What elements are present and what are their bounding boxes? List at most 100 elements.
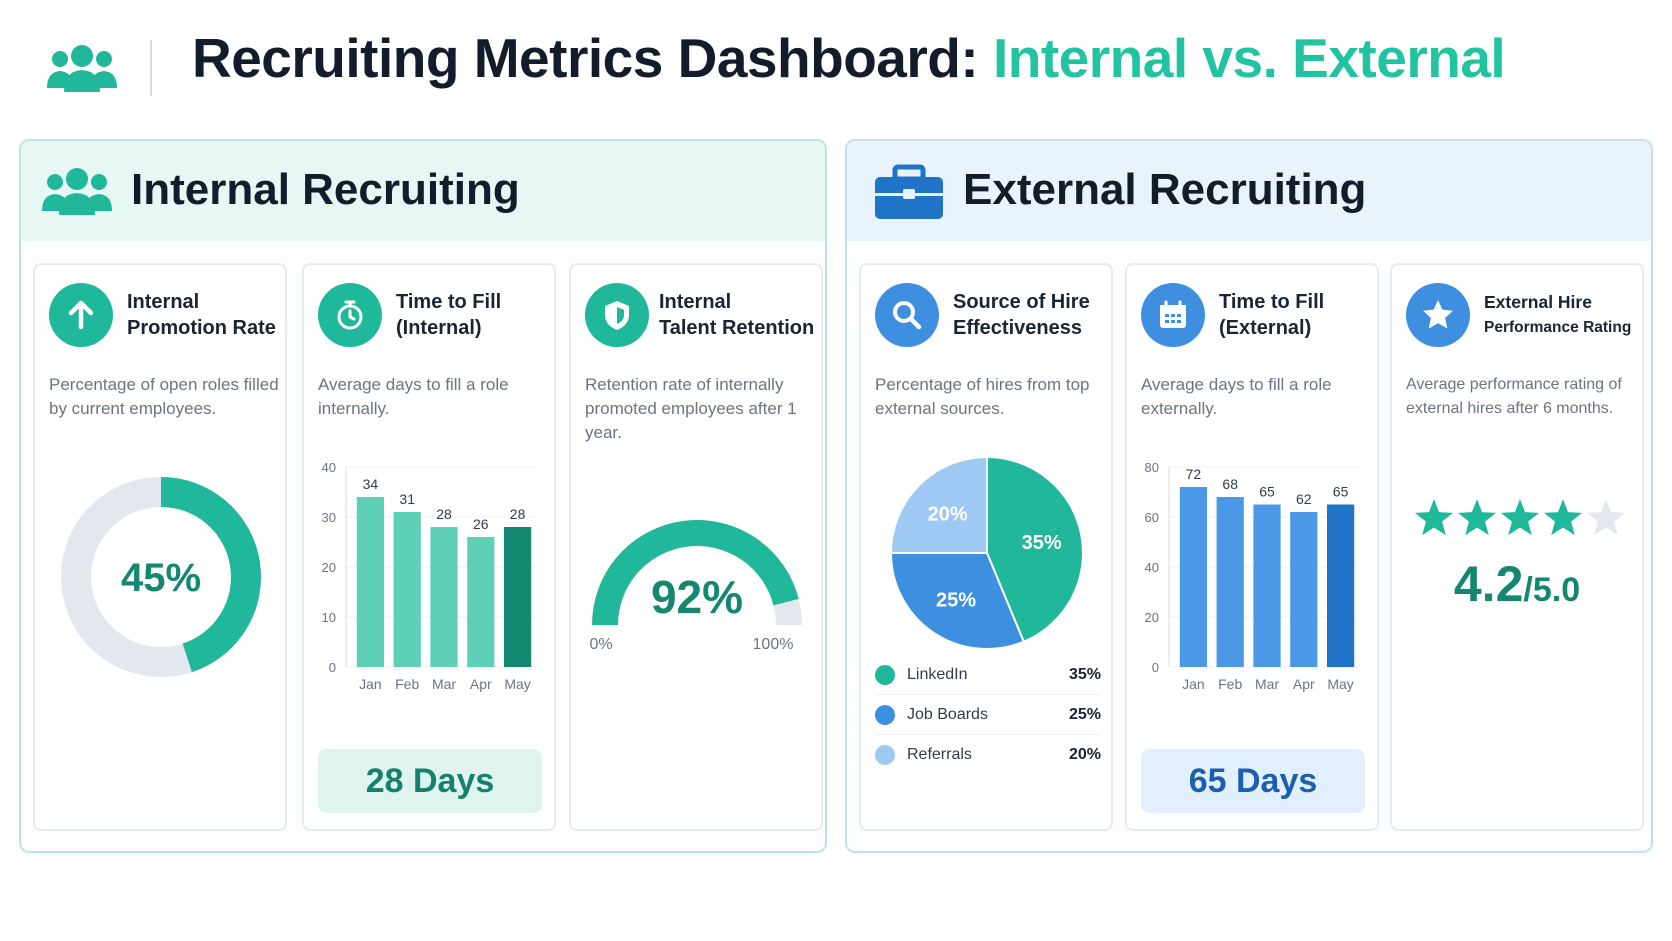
source-of-hire-pie-chart: 35% 25% 20%: [889, 455, 1084, 650]
legend-item: LinkedIn 35%: [875, 655, 1101, 695]
bar-value-label: 34: [363, 476, 379, 492]
y-tick-label: 40: [1145, 560, 1159, 575]
donut-center-label: 45%: [121, 556, 201, 600]
legend-swatch: [875, 704, 895, 725]
shield-icon: [585, 283, 649, 347]
card-description: Retention rate of internally promoted em…: [585, 375, 797, 442]
internal-time-to-fill-card: Time to Fill (Internal) Average days to f…: [302, 263, 556, 831]
performance-rating-value: 4.2/5.0: [1453, 556, 1581, 612]
y-tick-label: 20: [322, 560, 336, 575]
bar-value-label: 65: [1333, 484, 1349, 500]
y-tick-label: 0: [1152, 660, 1159, 675]
external-time-to-fill-bar-chart: 0 20 40 60 80 72 Jan 68 Feb 65 Mar 62 Apr 65 May: [1145, 460, 1359, 692]
x-tick-label: Apr: [1293, 676, 1315, 692]
donut-value-arc: [160, 477, 261, 673]
bar: [356, 497, 385, 667]
bar-value-label: 28: [510, 506, 526, 522]
legend-item: Job Boards 25%: [875, 695, 1101, 735]
x-tick-label: Jan: [1182, 676, 1205, 692]
card-description: Average days to fill a role internally.: [318, 375, 509, 418]
card-title: External Hire Performance Rating: [1484, 292, 1632, 336]
bar-value-label: 28: [436, 506, 452, 522]
y-tick-label: 30: [322, 510, 336, 525]
page-title: Recruiting Metrics Dashboard: Internal v…: [192, 27, 1506, 89]
bar-value-label: 62: [1296, 491, 1312, 507]
bar: [467, 537, 495, 667]
dashboard-header: Recruiting Metrics Dashboard: Internal v…: [0, 0, 1672, 132]
pie-slice: [889, 552, 1026, 650]
internal-talent-retention-card: Internal Talent Retention Retention rate …: [569, 263, 823, 831]
gauge-min-label: 0%: [589, 636, 612, 653]
y-tick-label: 20: [1145, 610, 1159, 625]
external-hire-performance-card: External Hire Performance Rating Average …: [1390, 263, 1644, 831]
legend-label: Job Boards: [907, 705, 988, 723]
legend-label: Referrals: [907, 746, 972, 763]
star-filled-icon: [1457, 499, 1497, 536]
y-tick-label: 40: [322, 460, 336, 475]
briefcase-icon: [875, 164, 943, 219]
bar-value-label: 68: [1222, 476, 1238, 492]
bar: [1253, 504, 1281, 667]
x-tick-label: May: [1327, 676, 1353, 692]
bar: [503, 527, 532, 667]
bar-value-label: 26: [473, 516, 489, 532]
pie-slice-label: 35%: [1022, 532, 1062, 554]
star-empty-icon: [1586, 499, 1626, 536]
source-of-hire-legend: LinkedIn 35% Job Boards 25% Referrals 20%: [875, 655, 1101, 775]
card-description: Average performance rating of external h…: [1406, 376, 1622, 417]
y-tick-label: 0: [329, 660, 336, 675]
users-icon: [42, 168, 112, 215]
x-tick-label: Feb: [1218, 676, 1242, 692]
calendar-icon: [1141, 283, 1205, 347]
pie-slice-label: 20%: [928, 504, 968, 526]
pie-slice: [889, 455, 988, 554]
bar: [430, 527, 458, 667]
pie-slice-label: 25%: [936, 589, 976, 611]
external-panel-header: External Recruiting: [847, 141, 1651, 241]
x-tick-label: Jan: [359, 676, 382, 692]
bar: [1326, 504, 1355, 667]
internal-panel-title: Internal Recruiting: [131, 165, 520, 214]
card-title: Time to Fill (Internal): [396, 291, 502, 339]
star-icon: [1406, 283, 1470, 347]
card-title: Source of Hire Effectiveness: [953, 291, 1090, 339]
bar: [1179, 487, 1208, 667]
gauge-max-label: 100%: [753, 636, 794, 653]
internal-panel-header: Internal Recruiting: [21, 141, 825, 241]
legend-swatch: [875, 745, 895, 765]
stopwatch-icon: [318, 283, 382, 347]
internal-promotion-rate-card: Internal Promotion Rate Percentage of ope…: [33, 263, 287, 831]
y-tick-label: 60: [1145, 510, 1159, 525]
legend-swatch: [875, 664, 895, 685]
x-tick-label: May: [504, 676, 530, 692]
legend-value: 20%: [1068, 746, 1101, 763]
card-description: Average days to fill a role externally.: [1141, 375, 1332, 418]
card-title: Internal Promotion Rate: [127, 291, 276, 339]
card-description: Percentage of open roles filled by curre…: [49, 375, 279, 418]
legend-item: Referrals 20%: [875, 735, 1101, 775]
bar-value-label: 72: [1186, 466, 1202, 482]
bar: [1290, 512, 1318, 667]
users-icon: [47, 45, 117, 92]
card-description: Percentage of hires from top external so…: [875, 375, 1090, 418]
x-tick-label: Feb: [395, 676, 419, 692]
legend-value: 25%: [1068, 705, 1101, 723]
y-tick-label: 10: [322, 610, 336, 625]
y-tick-label: 80: [1145, 460, 1159, 475]
x-tick-label: Apr: [470, 676, 492, 692]
gauge-value-arc: [592, 520, 799, 626]
bar-value-label: 31: [399, 491, 415, 507]
card-title: Time to Fill (External): [1219, 291, 1325, 339]
external-recruiting-panel: External Recruiting Source of Hire Effect…: [845, 139, 1653, 853]
external-time-to-fill-card: Time to Fill (External) Average days to f…: [1125, 263, 1379, 831]
search-icon: [875, 283, 939, 347]
bar: [1216, 497, 1244, 667]
legend-label: LinkedIn: [907, 665, 968, 683]
pie-slice: [986, 455, 1084, 643]
promotion-rate-donut-chart: 45%: [61, 477, 261, 677]
x-tick-label: Mar: [432, 676, 456, 692]
external-time-to-fill-stat: 65 Days: [1141, 749, 1365, 813]
arrow-up-icon: [49, 283, 113, 347]
card-title: Internal Talent Retention: [659, 291, 815, 339]
internal-recruiting-panel: Internal Recruiting Internal Promotion Ra…: [19, 139, 827, 853]
